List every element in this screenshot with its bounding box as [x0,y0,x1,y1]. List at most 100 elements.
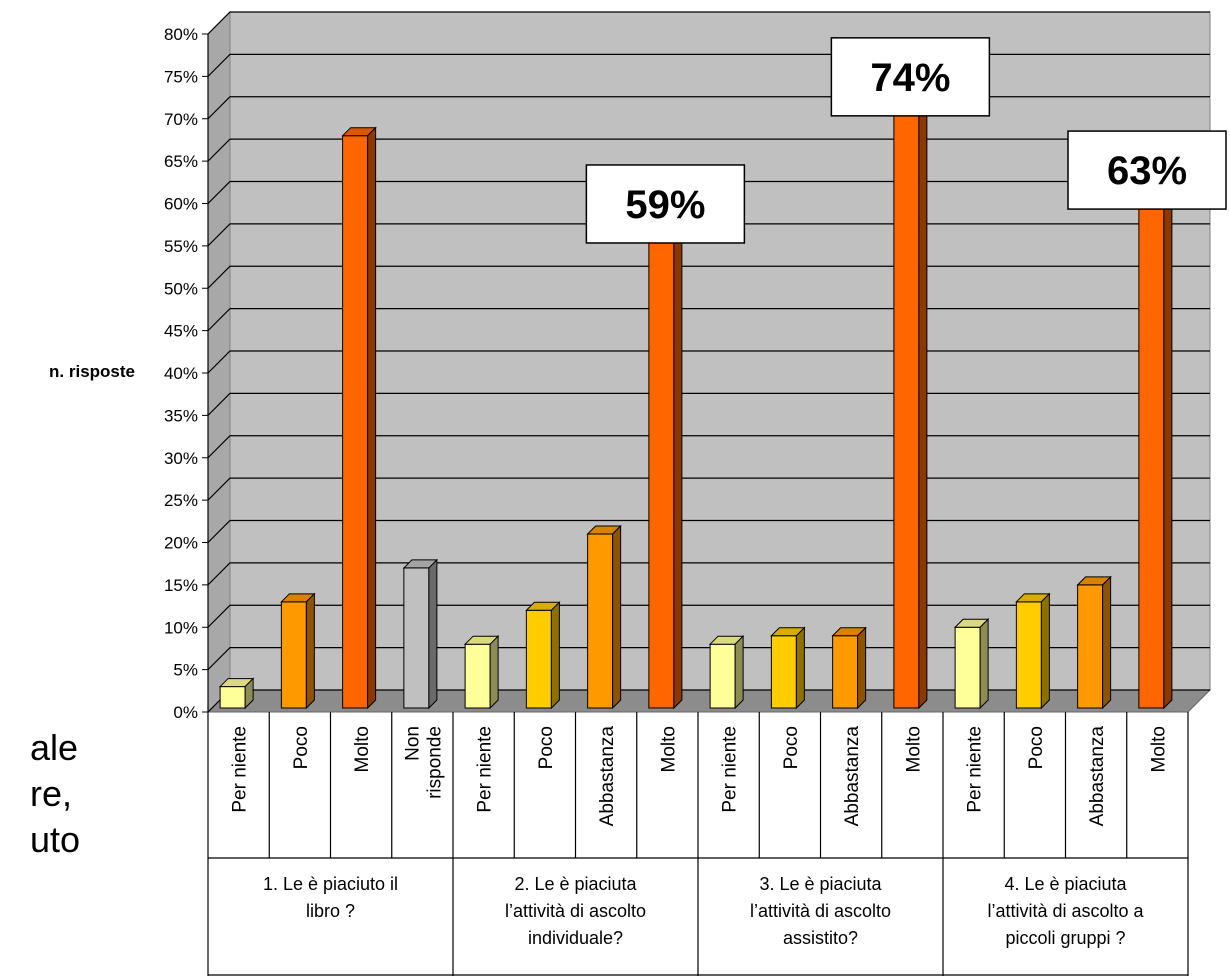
bar-side [1163,168,1173,710]
gridline [207,435,1210,459]
y-tick-label: 10% [164,618,198,637]
bar-side [918,75,928,710]
x-category-label: Abbastanza [842,726,863,827]
gridline [207,519,1210,543]
gridline [207,11,1210,35]
y-tick-label: 70% [164,110,198,129]
gridline [207,477,1210,501]
bar-front [525,609,552,709]
bar [586,524,622,710]
bar-front [832,635,859,709]
y-tick-label: 15% [164,576,198,595]
gridline [207,138,1210,162]
bar [463,634,500,710]
x-group-label: 1. Le è piaciuto il libro ? [263,874,398,921]
y-tick-label: 35% [164,406,198,425]
callout-label: 59% [625,183,705,227]
y-tick-label: 75% [164,67,198,86]
gridline [207,223,1210,247]
y-tick-label: 80% [164,25,198,44]
gridline [207,562,1210,586]
bar [1076,575,1112,710]
bar-front [464,643,491,709]
gridline [207,350,1210,374]
x-category-label: Abbastanza [597,726,618,827]
bar [280,592,316,710]
y-tick-label: 65% [164,152,198,171]
bar [341,126,377,710]
gridline [207,308,1210,332]
bar-front [893,84,920,709]
value-callout: 63% [1067,130,1227,210]
bar [892,75,929,710]
bar-front [648,211,675,709]
gridline [207,604,1210,628]
x-category-label: Abbastanza [1087,726,1108,827]
bar [647,202,684,710]
bar [1137,168,1174,710]
bar [402,558,439,710]
bar-front [403,567,430,709]
callout-label: 63% [1107,149,1187,193]
x-category-label: Poco [291,726,312,769]
x-category-label: Poco [781,726,802,769]
bar-side [244,677,254,710]
bar-side [367,126,377,710]
x-category-label: Poco [536,726,557,769]
bar-side [734,634,744,710]
gridline [207,265,1210,289]
x-category-label: Per niente [720,726,741,813]
x-category-label: Molto [658,726,679,772]
gridline [207,180,1210,204]
x-group-label: 2. Le è piaciuta l’attività di ascolto ind… [505,874,646,948]
callout-box [830,37,991,117]
bar [831,626,867,710]
value-callout: 59% [585,164,746,244]
bar-side [795,626,805,710]
background-text-fragment: ale [30,727,78,768]
bar-side [1102,575,1112,710]
x-category-label: Per niente [475,726,496,813]
bar [953,618,990,710]
x-category-label: Molto [1148,726,1169,772]
bar-front [1077,584,1104,709]
callout-box [1067,130,1227,210]
bar [1015,592,1051,710]
y-tick-label: 55% [164,237,198,256]
bar-front [219,686,246,709]
y-tick-label: 30% [164,449,198,468]
x-category-label: Molto [903,726,924,772]
bar-side [673,202,683,710]
bar [770,626,806,710]
x-category-label: Molto [352,726,373,772]
bar-front [342,135,369,709]
bar [525,601,561,710]
bar-side [305,592,315,710]
bar-front [709,643,736,709]
bar-front [1015,601,1042,709]
bar [708,634,745,710]
bar-side [1040,592,1050,710]
y-tick-label: 0% [173,703,198,722]
y-tick-label: 40% [164,364,198,383]
y-tick-label: 5% [173,661,198,680]
bar-side [550,601,560,710]
bar-side [612,524,622,710]
x-group-label: 3. Le è piaciuta l’attività di ascolto ass… [750,874,891,948]
bar-front [770,635,797,709]
callout-label: 74% [870,56,950,100]
gridline [207,647,1210,671]
bar-front [1138,177,1165,709]
bar-side [857,626,867,710]
bar-side [428,558,438,710]
bar-front [280,601,307,709]
value-callout: 74% [830,37,991,117]
y-tick-label: 45% [164,322,198,341]
bar-front [587,533,614,709]
gridline [207,392,1210,416]
background-text-fragment: re, [30,773,72,814]
x-category-label: Poco [1026,726,1047,769]
y-tick-label: 25% [164,491,198,510]
